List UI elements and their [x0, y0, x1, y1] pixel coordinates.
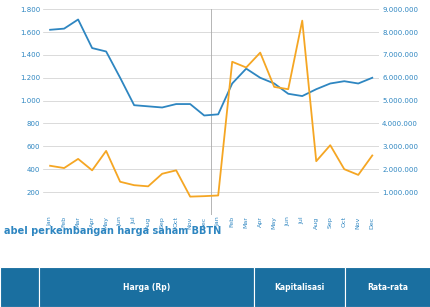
Text: Kapitalisasi: Kapitalisasi [274, 283, 324, 292]
Bar [254, 267, 344, 307]
Text: abel perkembangan harga saham BBTN: abel perkembangan harga saham BBTN [4, 226, 221, 236]
Bar [0, 267, 39, 307]
Text: 2014: 2014 [284, 286, 305, 295]
Bar [344, 267, 430, 307]
Bar [39, 267, 254, 307]
Text: Rata-rata: Rata-rata [366, 283, 408, 292]
Text: Harga (Rp): Harga (Rp) [123, 283, 170, 292]
